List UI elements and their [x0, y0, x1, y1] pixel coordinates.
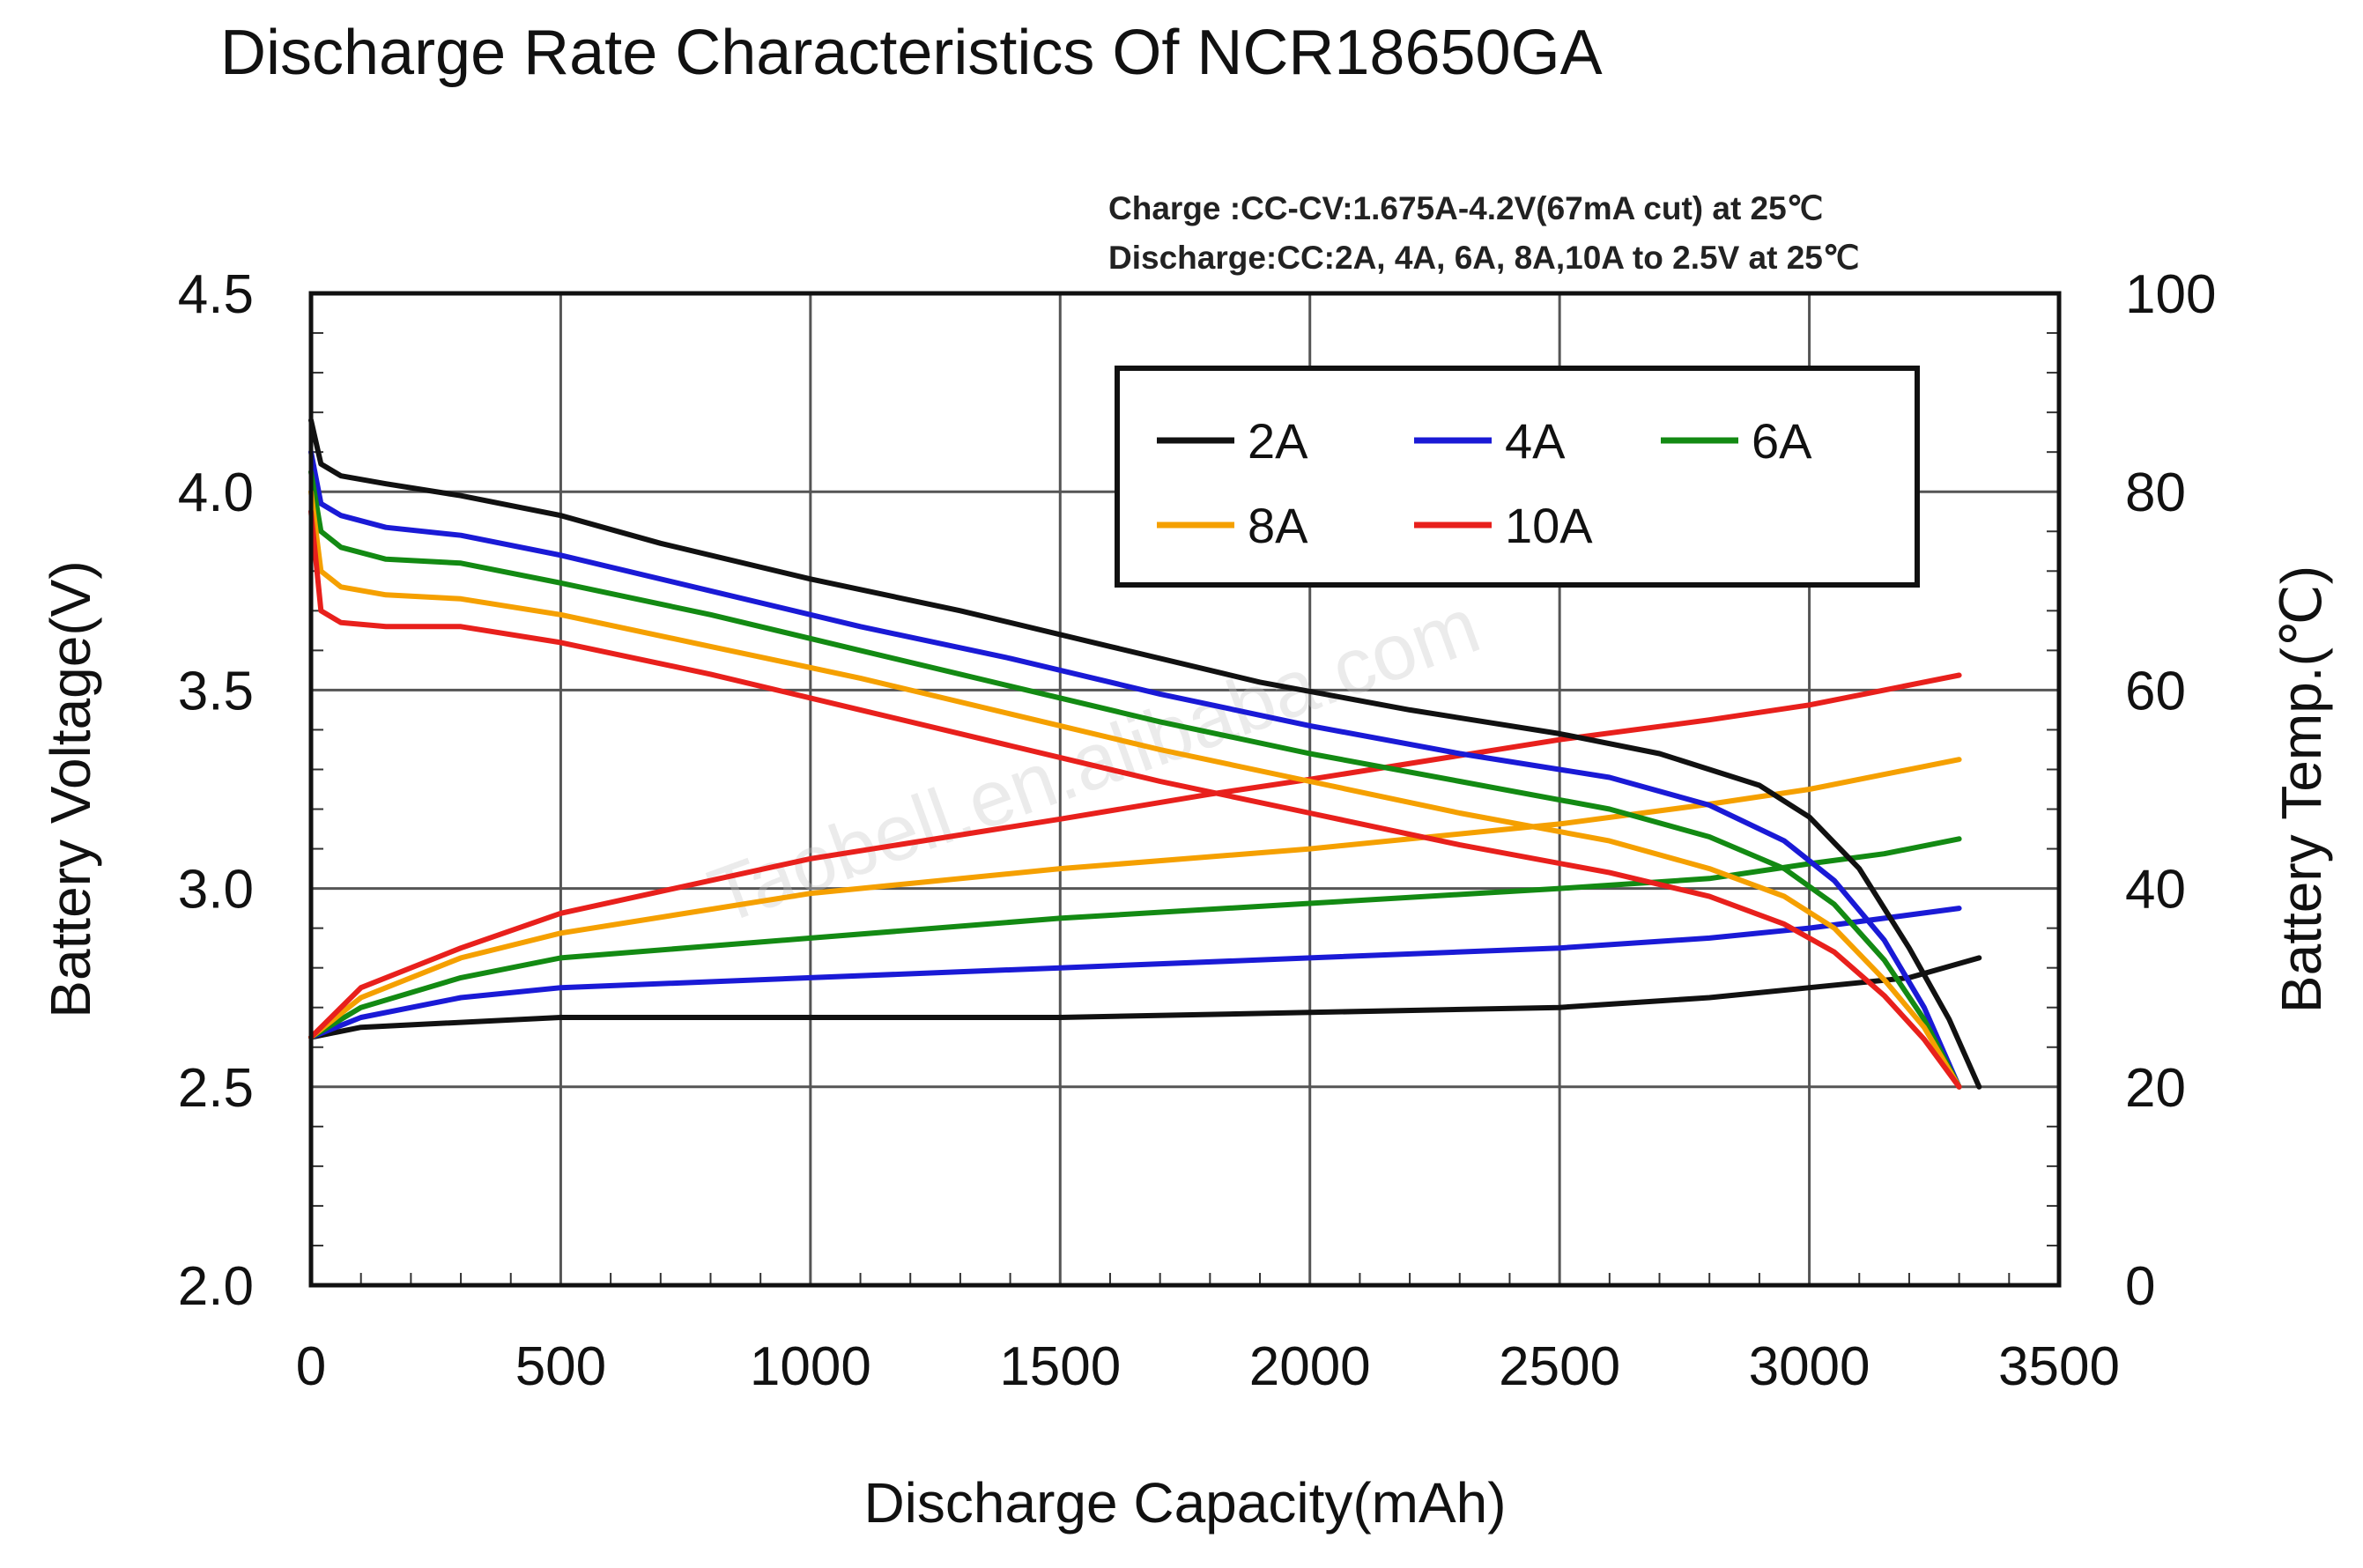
voltage-curve-6a — [308, 469, 1962, 1090]
charge-note: Charge :CC-CV:1.675A-4.2V(67mA cut) at 2… — [1108, 190, 1823, 226]
y2-tick-label: 100 — [2125, 264, 2216, 325]
x-tick-label: 1000 — [750, 1336, 871, 1397]
temp-curve-2a — [308, 955, 1982, 1040]
chart-title: Discharge Rate Characteristics Of NCR186… — [220, 18, 1603, 88]
voltage-curve-4a — [308, 449, 1962, 1090]
x-tick-label: 1500 — [999, 1336, 1121, 1397]
temp-curve-6a — [308, 836, 1962, 1040]
x-tick-label: 2000 — [1249, 1336, 1371, 1397]
curves — [308, 418, 1982, 1090]
y-tick-label: 2.0 — [178, 1256, 254, 1317]
y2-tick-label: 40 — [2125, 860, 2186, 921]
y-tick-label: 3.0 — [178, 860, 254, 921]
y2-tick-label: 80 — [2125, 462, 2186, 523]
legend-label-6a: 6A — [1752, 413, 1812, 469]
x-axis-label: Discharge Capacity(mAh) — [863, 1471, 1506, 1535]
y-tick-label: 4.5 — [178, 264, 254, 325]
y-tick-label: 4.0 — [178, 462, 254, 523]
voltage-curve-8a — [308, 489, 1962, 1090]
voltage-curve-10a — [308, 508, 1962, 1090]
y-axis-label: Battery Voltage(V) — [39, 560, 102, 1017]
legend-box — [1115, 366, 1920, 588]
y2-tick-label: 0 — [2125, 1256, 2155, 1317]
x-tick-label: 0 — [296, 1336, 326, 1397]
legend-label-8a: 8A — [1248, 498, 1308, 553]
y-tick-label: 2.5 — [178, 1058, 254, 1119]
discharge-note: Discharge:CC:2A, 4A, 6A, 8A,10A to 2.5V … — [1108, 240, 1859, 276]
x-tick-label: 3500 — [1998, 1336, 2120, 1397]
x-tick-label: 500 — [515, 1336, 606, 1397]
x-tick-label: 3000 — [1749, 1336, 1870, 1397]
legend-label-2a: 2A — [1248, 413, 1308, 469]
x-tick-label: 2500 — [1499, 1336, 1620, 1397]
tick-labels: 0 500 1000 1500 2000 2500 3000 35002.02.53.03.5… — [178, 264, 2217, 1397]
y2-tick-label: 20 — [2125, 1058, 2186, 1119]
plot-frame — [308, 291, 2062, 1288]
y2-axis-label: Battery Temp.(℃) — [2270, 566, 2333, 1013]
legend-label-10a: 10A — [1505, 498, 1593, 553]
temp-curve-4a — [308, 906, 1962, 1040]
legend: 2A 4A 6A 8A 10A — [1115, 366, 1920, 588]
voltage-curve-2a — [308, 418, 1982, 1090]
legend-label-4a: 4A — [1505, 413, 1566, 469]
y-tick-label: 3.5 — [178, 661, 254, 721]
temp-curve-8a — [308, 757, 1962, 1040]
y2-tick-label: 60 — [2125, 661, 2186, 721]
